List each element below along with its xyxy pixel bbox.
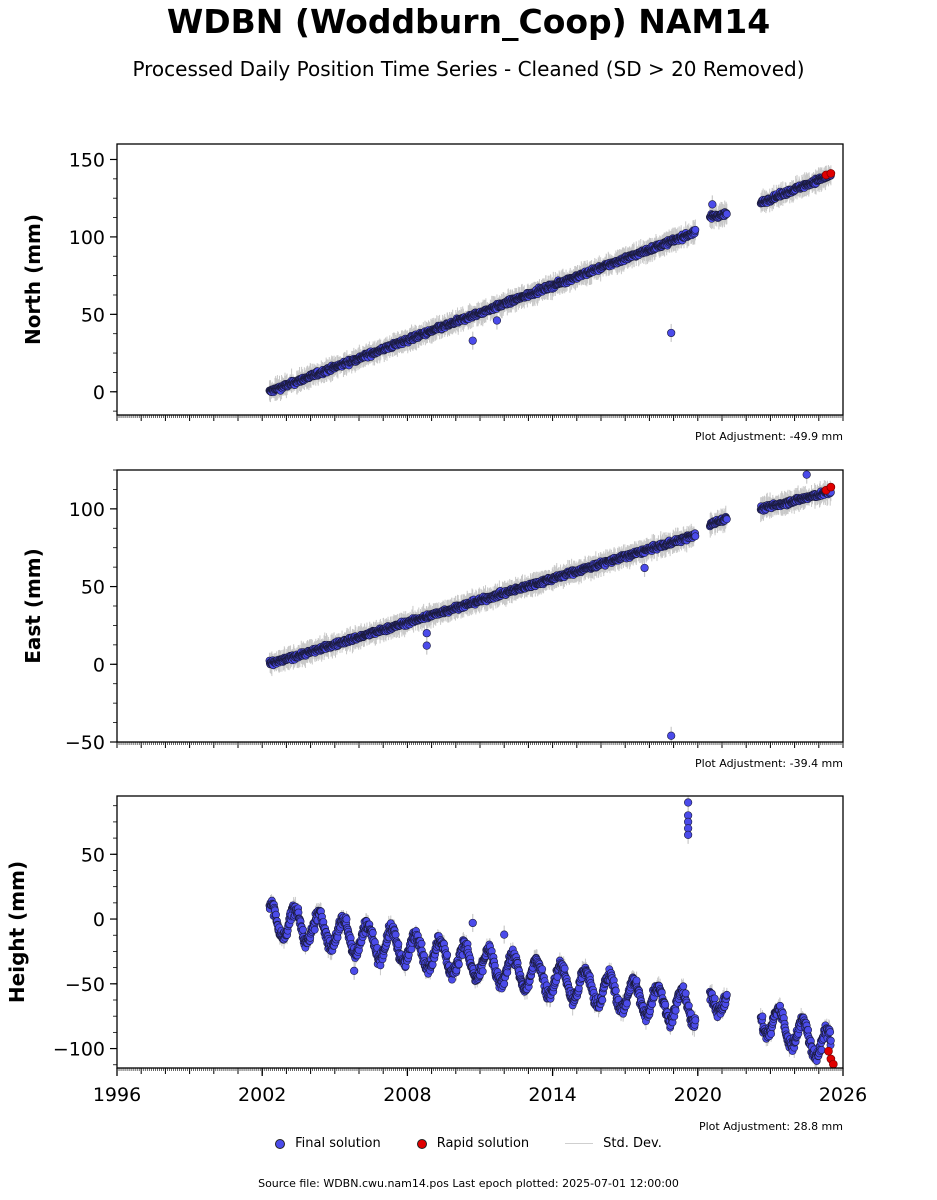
outlier-point [667,328,676,338]
y-tick-label: 50 [81,304,105,326]
plot-frame [116,143,844,416]
y-tick-label: 100 [69,227,105,249]
y-axis-label: North (mm) [21,214,45,345]
stddev-bars [268,470,832,742]
rapid-point [826,169,836,178]
final-points [265,470,835,740]
data-points [265,470,836,742]
final-point [722,210,731,218]
rapid-points [821,169,836,180]
chart-subtitle: Processed Daily Position Time Series - C… [132,57,805,81]
outlier-point [708,200,717,209]
plot-adjustment: Plot Adjustment: -49.9 mm [695,430,843,443]
outlier-point [492,316,502,325]
outlier-point [468,336,477,345]
y-tick-label: 0 [93,382,105,404]
chart-title: WDBN (Woddburn_Coop) NAM14 [166,2,771,41]
final-point [691,225,700,234]
y-tick-label: 150 [69,149,105,171]
panel-0: 0 50 100 150 North (mm) Plot Adjustment: -49.… [21,143,844,443]
final-points [265,170,835,397]
data-points [265,165,836,403]
